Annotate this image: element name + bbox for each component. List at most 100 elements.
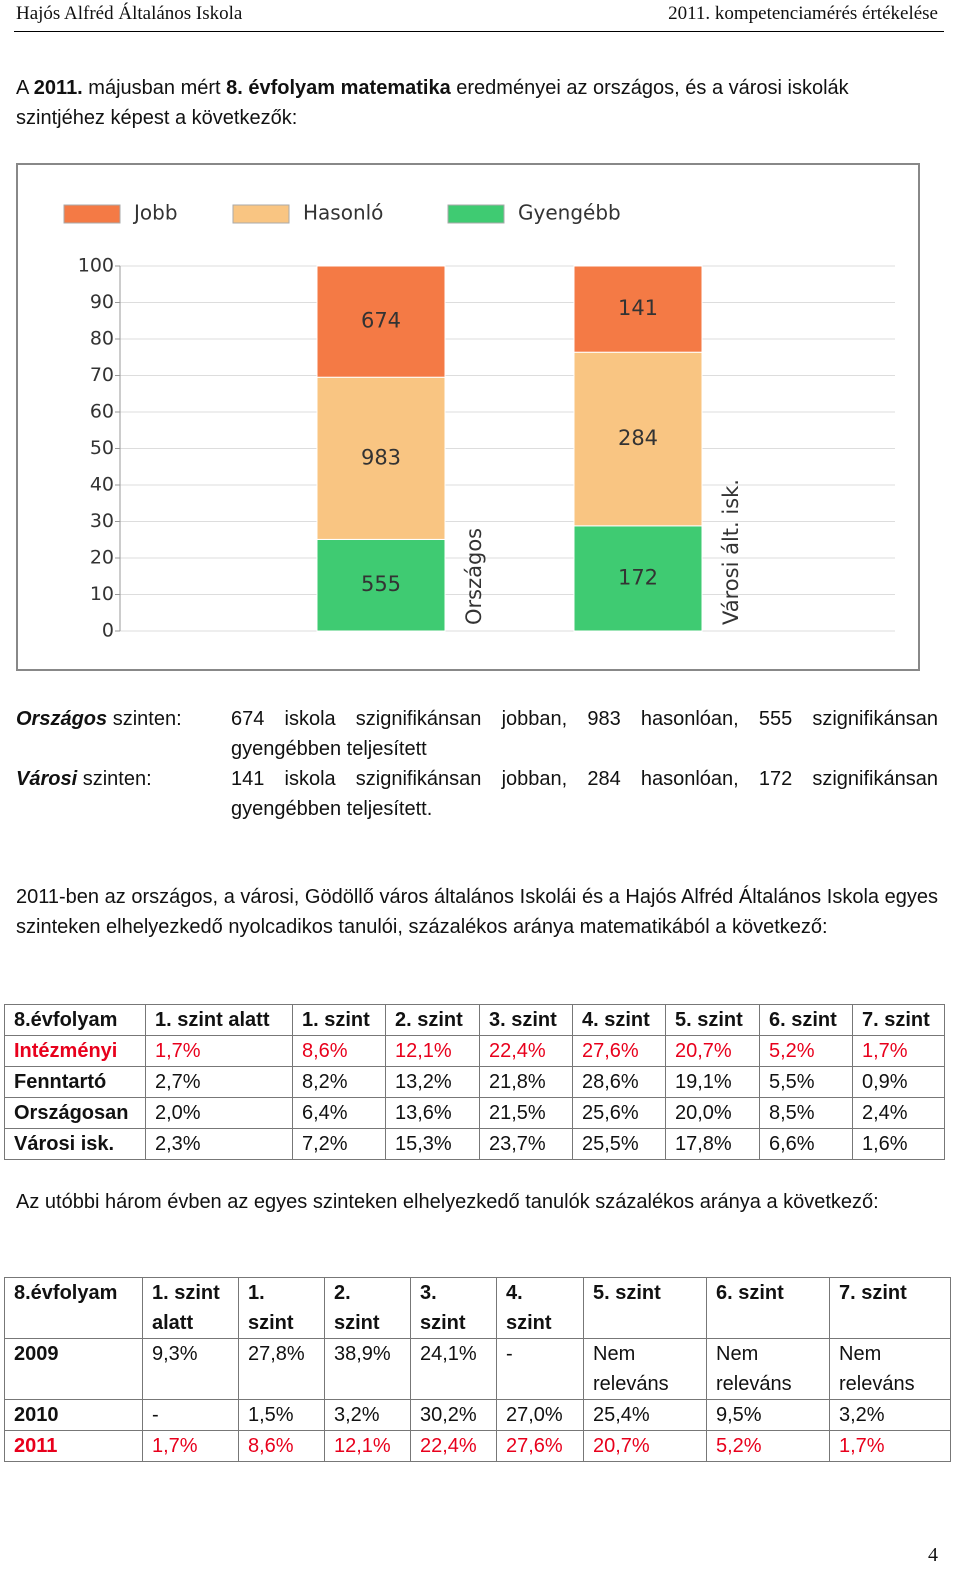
cell: 25,6% [572, 1097, 666, 1129]
y-tick-label: 50 [90, 437, 114, 459]
data-label: 284 [618, 426, 658, 450]
header-row: 8.évfolyam 1. szint alatt 1. szint 2. szint… [4, 1004, 945, 1036]
chart: 0 10 20 30 40 50 60 70 80 90 100 Jobb Hasonló Gyengéb… [63, 201, 895, 642]
cell: 8,6% [292, 1035, 386, 1067]
summary-text: 674 iskola szignifikánsan jobban, 983 ha… [231, 708, 938, 760]
y-tick-label: 90 [90, 291, 114, 313]
cell: 9,3% [142, 1338, 239, 1400]
cell: 13,6% [385, 1097, 480, 1129]
table: 8.évfolyam 1. szint alatt 1. szint 2. szint… [4, 1004, 945, 1160]
header-right: 2011. kompetenciamérés értékelése [668, 3, 938, 24]
legend-label: Gyengébb [518, 201, 621, 225]
cell: 6,4% [292, 1097, 386, 1129]
cell: 8,5% [759, 1097, 853, 1129]
header-left: Hajós Alfréd Általános Iskola [16, 3, 243, 24]
summary-label: Országos szinten: [16, 704, 231, 764]
header-cell: 2. szint [324, 1277, 411, 1339]
cell: 7,2% [292, 1128, 386, 1160]
cell: 5,5% [759, 1066, 853, 1098]
legend-label: Jobb [132, 201, 178, 225]
cell: 21,5% [479, 1097, 573, 1129]
header-row: 8.évfolyam 1. szint alatt 1. szint 2. szint… [4, 1277, 951, 1339]
cell: 27,6% [572, 1035, 666, 1067]
row: Intézményi 1,7% 8,6% 12,1% 22,4% 27,6% 20,7% 5,… [4, 1035, 945, 1067]
header-cell: 3. szint [479, 1004, 573, 1036]
cell: 24,1% [410, 1338, 497, 1400]
header-cell: 8.évfolyam [4, 1004, 146, 1036]
bar-segment [316, 376, 446, 540]
header-cell: 1. szint [292, 1004, 386, 1036]
header-cell: 1. szint [238, 1277, 325, 1339]
header-cell: 6. szint [706, 1277, 830, 1339]
cell: 22,4% [410, 1430, 497, 1462]
bar-segment [316, 265, 446, 378]
cell: Nem releváns [829, 1338, 951, 1400]
summary-text: 141 iskola szignifikánsan jobban, 284 ha… [231, 768, 938, 820]
cell: 15,3% [385, 1128, 480, 1160]
cell: 25,5% [572, 1128, 666, 1160]
data-label: 141 [618, 296, 658, 320]
data-label: 172 [618, 565, 658, 589]
row-header: Intézményi [4, 1035, 146, 1067]
row: 2009 9,3% 27,8% 38,9% 24,1% - Nem releváns Nem … [4, 1338, 951, 1400]
y-tick-label: 10 [90, 583, 114, 605]
cell: 13,2% [385, 1066, 480, 1098]
cell: 8,2% [292, 1066, 386, 1098]
cell: 5,2% [759, 1035, 853, 1067]
row-header: 2011 [4, 1430, 143, 1462]
cell: Nem releváns [706, 1338, 830, 1400]
cell: 2,4% [852, 1097, 945, 1129]
cell: - [142, 1399, 239, 1431]
cell: 1,5% [238, 1399, 325, 1431]
header-rule [14, 31, 944, 32]
cell: 8,6% [238, 1430, 325, 1462]
cell: 1,7% [829, 1430, 951, 1462]
intro-part: májusban mért [82, 77, 227, 99]
intro-part: 8. évfolyam matematika [226, 77, 451, 99]
cell: 20,0% [665, 1097, 760, 1129]
row: Városi isk. 2,3% 7,2% 15,3% 23,7% 25,5% 17,8% 6… [4, 1128, 945, 1160]
paragraph: Az utóbbi három évben az egyes szinteken… [16, 1191, 879, 1213]
header-cell: 7. szint [852, 1004, 945, 1036]
header-cell: 5. szint [665, 1004, 760, 1036]
y-tick-label: 0 [102, 620, 114, 642]
row: 2011 1,7% 8,6% 12,1% 22,4% 27,6% 20,7% 5,2% 1,7% [4, 1430, 951, 1462]
header-cell: 3. szint [410, 1277, 497, 1339]
row-header: Országosan [4, 1097, 146, 1129]
cell: 3,2% [324, 1399, 411, 1431]
cell: 0,9% [852, 1066, 945, 1098]
data-label: 983 [361, 445, 401, 469]
row-header: Városi isk. [4, 1128, 146, 1160]
row: Országosan 2,0% 6,4% 13,6% 21,5% 25,6% 20,0% 8,… [4, 1097, 945, 1129]
cell: 1,7% [852, 1035, 945, 1067]
row: 2010-1,5% 3,2% 30,2% 27,0% 25,4% 9,5% 3,2% [4, 1399, 951, 1431]
y-tick-label: 70 [90, 364, 114, 386]
bar-segment [573, 351, 703, 527]
cell: 12,1% [324, 1430, 411, 1462]
data-label: 555 [361, 572, 401, 596]
header-cell: 1. szint alatt [142, 1277, 239, 1339]
summary-label-rest: szinten: [77, 768, 152, 790]
table: 8.évfolyam 1. szint alatt 1. szint 2. szint… [4, 1277, 951, 1462]
cell: 27,6% [496, 1430, 584, 1462]
cell: 1,6% [852, 1128, 945, 1160]
cell: 27,8% [238, 1338, 325, 1400]
paragraph: 2011-ben az országos, a városi, Gödöllő … [16, 886, 938, 938]
legend-swatch [63, 204, 121, 224]
header-cell: 5. szint [583, 1277, 707, 1339]
header-cell: 8.évfolyam [4, 1277, 143, 1339]
y-tick-label: 40 [90, 474, 114, 496]
intro-part: A [16, 77, 34, 99]
cell: - [496, 1338, 584, 1400]
header-cell: 4. szint [572, 1004, 666, 1036]
summary: Országos szinten: 674 iskola szignifikáns… [16, 704, 938, 824]
summary-label-bold: Városi [16, 768, 78, 790]
cell: 23,7% [479, 1128, 573, 1160]
cell: 6,6% [759, 1128, 853, 1160]
cell: 19,1% [665, 1066, 760, 1098]
cell: 30,2% [410, 1399, 497, 1431]
header-cell: 2. szint [385, 1004, 480, 1036]
intro: A 2011. májusban mért 8. évfolyam matema… [16, 73, 938, 133]
cell: 28,6% [572, 1066, 666, 1098]
